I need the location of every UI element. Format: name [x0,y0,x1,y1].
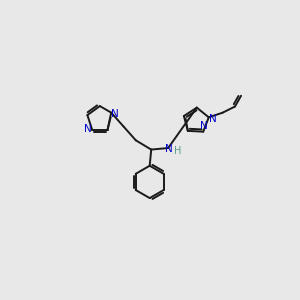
Text: N: N [209,114,217,124]
Text: N: N [84,124,92,134]
Text: N: N [165,144,173,154]
Text: H: H [175,146,182,156]
Text: N: N [111,109,119,119]
Text: N: N [200,121,208,131]
